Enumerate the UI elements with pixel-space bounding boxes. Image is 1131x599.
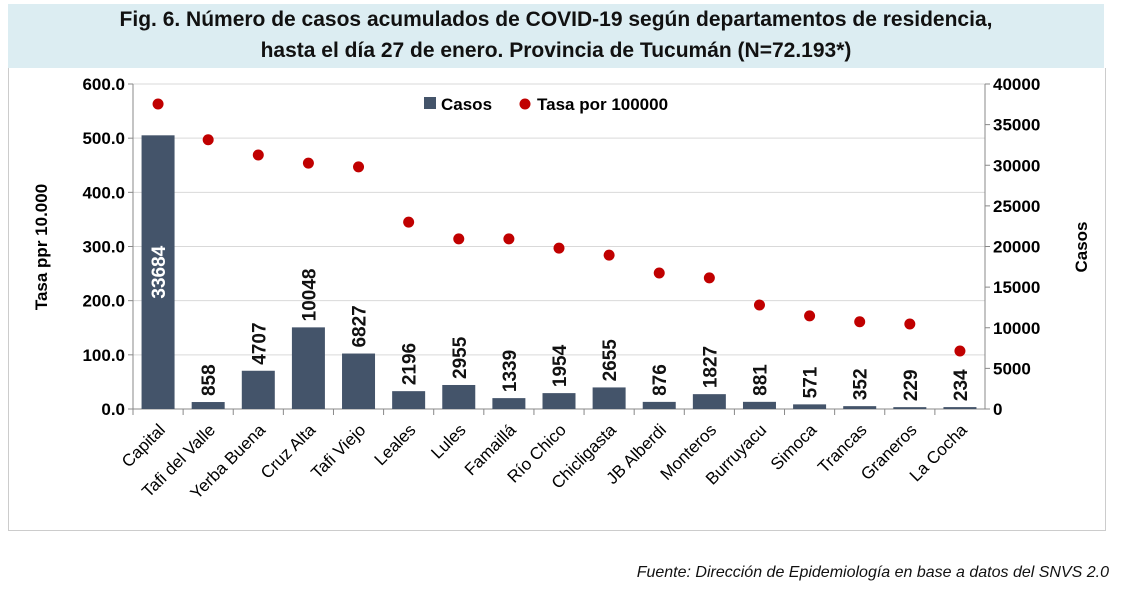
bar-value-label: 234: [951, 369, 972, 401]
right-tick-label: 35000: [993, 116, 1040, 135]
rate-point: [954, 345, 966, 357]
bar-tafi-viejo: [342, 353, 376, 409]
rate-point: [804, 310, 816, 322]
left-tick-label: 300.0: [82, 238, 125, 257]
chart: 0.0 100.0 200.0 300.0 400.0 500.0 600.0 0 5000 10…: [32, 75, 1091, 503]
bar-value-label: 1954: [550, 344, 571, 387]
bar-value-label: 881: [750, 364, 771, 396]
left-tick-label: 400.0: [82, 183, 125, 202]
title-line-2: hasta el día 27 de enero. Provincia de T…: [260, 39, 852, 62]
right-tick-label: 30000: [993, 156, 1040, 175]
left-axis-label: Tasa ppr 10.000: [32, 184, 51, 310]
bar-río-chico: [542, 393, 576, 409]
x-tick-label: Lules: [427, 420, 469, 462]
bar-value-label: 229: [901, 369, 922, 401]
left-tick-label: 200.0: [82, 292, 125, 311]
bar-monteros: [692, 394, 726, 409]
bar-cruz-alta: [291, 327, 325, 409]
bar-value-label: 2955: [450, 336, 471, 379]
rate-point: [854, 316, 866, 328]
x-tick-label: Simoca: [767, 420, 821, 474]
right-tick-label: 5000: [993, 359, 1031, 378]
rate-point: [453, 233, 465, 245]
bar-value-label: 33684: [149, 245, 170, 298]
left-tick-label: 500.0: [82, 129, 125, 148]
bar-trancas: [843, 406, 877, 409]
source-note: Fuente: Dirección de Epidemiología en ba…: [636, 564, 1109, 581]
right-tick-label: 0: [993, 400, 1002, 419]
right-tick-label: 20000: [993, 238, 1040, 257]
bar-value-label: 10048: [299, 269, 320, 322]
bar-value-label: 1827: [700, 346, 721, 388]
bar-la-cocha: [943, 407, 977, 409]
bar-yerba-buena: [241, 370, 275, 409]
left-tick-label: 100.0: [82, 346, 125, 365]
rate-point: [252, 149, 264, 161]
bar-leales: [392, 391, 426, 409]
bar-value-label: 2196: [400, 343, 421, 385]
rate-point: [353, 161, 365, 173]
rate-point: [703, 272, 715, 284]
bar-value-label: 1339: [500, 350, 521, 392]
right-axis-label: Casos: [1072, 221, 1091, 272]
chart-title: Fig. 6. Número de casos acumulados de CO…: [8, 4, 1104, 68]
bar-burruyacu: [742, 401, 776, 409]
right-tick-label: 10000: [993, 319, 1040, 338]
rate-point: [653, 267, 665, 279]
rate-point: [302, 157, 314, 169]
bar-value-label: 858: [199, 364, 220, 396]
x-tick-label: Tafi Viejo: [307, 420, 369, 482]
bar-value-label: 876: [650, 364, 671, 396]
bar-graneros: [893, 407, 927, 409]
bar-value-label: 6827: [350, 305, 371, 347]
left-tick-label: 0.0: [101, 400, 125, 419]
bar-value-label: 352: [851, 368, 872, 400]
rate-point: [503, 233, 515, 245]
bar-jb-alberdi: [642, 401, 676, 409]
bar-value-label: 571: [801, 366, 822, 398]
rate-point: [904, 318, 916, 330]
bar-value-label: 4707: [249, 322, 270, 364]
rate-point: [152, 98, 164, 110]
rate-point: [553, 242, 565, 254]
legend-label-casos: Casos: [441, 95, 492, 114]
title-line-1: Fig. 6. Número de casos acumulados de CO…: [119, 8, 993, 31]
bar-capital: [141, 135, 175, 409]
bar-value-label: 2655: [600, 339, 621, 382]
x-tick-label: Leales: [371, 420, 420, 469]
rate-point: [603, 249, 615, 261]
bar-simoca: [793, 404, 827, 409]
rate-point: [202, 134, 214, 146]
bar-lules: [442, 384, 476, 409]
left-tick-label: 600.0: [82, 75, 125, 94]
legend-swatch-casos: [424, 97, 436, 109]
bar-tafi-del-valle: [191, 402, 225, 409]
legend-swatch-tasa: [519, 98, 531, 110]
bar-chicligasta: [592, 387, 626, 409]
right-tick-label: 15000: [993, 278, 1040, 297]
right-tick-label: 40000: [993, 75, 1040, 94]
rate-point: [403, 216, 415, 228]
legend-label-tasa: Tasa por 100000: [537, 95, 668, 114]
chart-frame: [8, 68, 1106, 531]
bar-famaillá: [492, 398, 526, 409]
right-tick-label: 25000: [993, 197, 1040, 216]
rate-point: [753, 299, 765, 311]
